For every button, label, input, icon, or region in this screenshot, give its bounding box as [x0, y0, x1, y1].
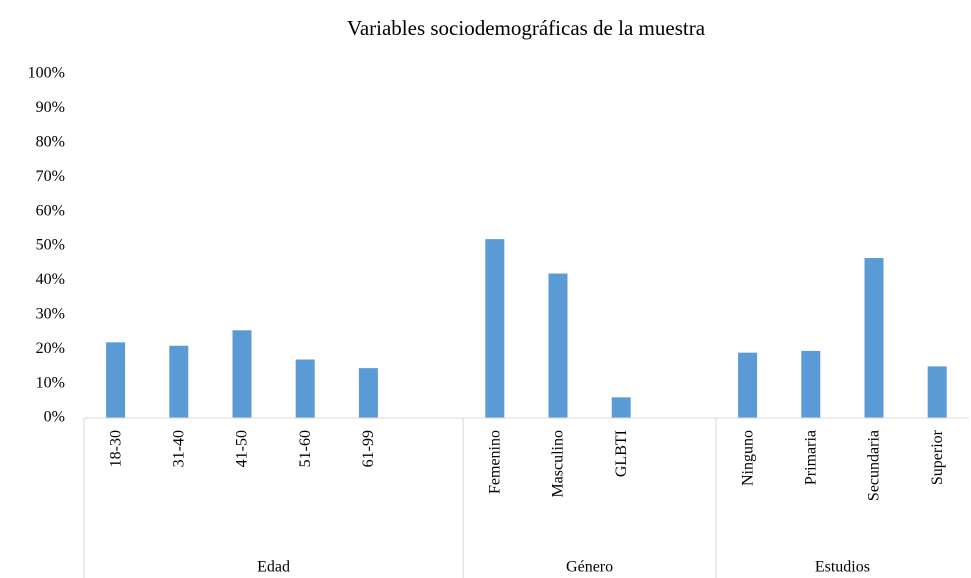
x-tick-label: 18-30: [107, 430, 124, 467]
y-tick-label: 70%: [36, 168, 65, 185]
y-tick-label: 0%: [44, 409, 65, 426]
x-tick-label: 51-60: [297, 430, 314, 467]
bar: [232, 330, 252, 418]
bar: [295, 359, 315, 418]
bar: [106, 342, 126, 418]
bar: [548, 273, 568, 418]
bar: [611, 397, 631, 418]
y-tick-label: 90%: [36, 99, 65, 116]
y-tick-label: 40%: [36, 271, 65, 288]
bar: [738, 352, 758, 418]
x-tick-label: Primaria: [802, 430, 819, 485]
chart-title: Variables sociodemográficas de la muestr…: [347, 16, 706, 40]
x-tick-label: 61-99: [360, 430, 377, 467]
bar: [169, 345, 189, 418]
bar: [358, 368, 378, 418]
bar: [801, 350, 821, 418]
group-label: Estudios: [815, 559, 870, 576]
y-tick-label: 20%: [36, 340, 65, 357]
bar: [864, 258, 884, 418]
x-tick-label: Masculino: [550, 430, 567, 498]
y-tick-label: 50%: [36, 237, 65, 254]
x-tick-label: 41-50: [234, 430, 251, 467]
y-tick-label: 10%: [36, 374, 65, 391]
x-tick-label: Secundaria: [866, 430, 883, 501]
bar: [485, 239, 505, 418]
y-tick-label: 30%: [36, 305, 65, 322]
x-tick-label: Superior: [929, 429, 946, 485]
x-tick-label: Femenino: [486, 430, 503, 494]
group-label: Género: [566, 559, 613, 576]
x-tick-label: 31-40: [170, 430, 187, 467]
x-tick-label: GLBTI: [613, 430, 630, 477]
group-label: Edad: [257, 559, 290, 576]
x-tick-label: Ninguno: [739, 430, 756, 486]
y-tick-label: 100%: [28, 65, 65, 82]
bar: [927, 366, 947, 418]
y-tick-label: 80%: [36, 133, 65, 150]
y-tick-label: 60%: [36, 202, 65, 219]
